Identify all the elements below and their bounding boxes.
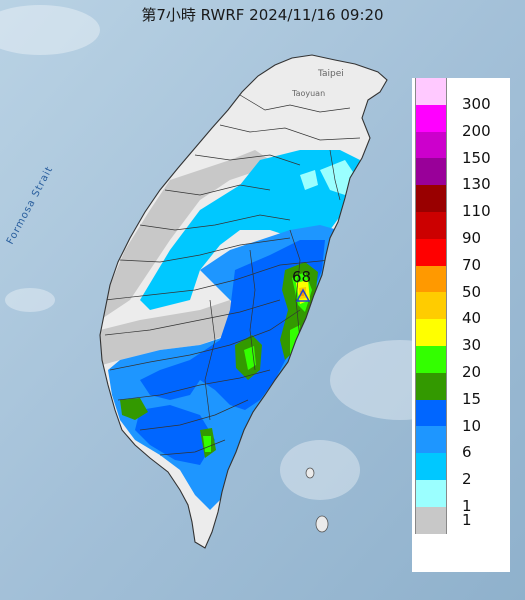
legend-row <box>412 506 510 534</box>
legend-label: 20 <box>462 363 482 381</box>
legend-row: 70 <box>412 238 510 274</box>
legend-row: 2 <box>412 453 510 488</box>
legend-row: 130 <box>412 158 510 193</box>
legend-swatch <box>415 78 447 105</box>
legend-label: 150 <box>462 148 491 167</box>
legend-label: 10 <box>462 416 482 435</box>
legend-label: 40 <box>462 309 482 328</box>
legend-swatch <box>415 426 447 454</box>
legend-row: 10 <box>412 399 510 435</box>
legend-swatch <box>415 346 447 373</box>
rainfall-field <box>100 150 360 510</box>
legend-row: 20 <box>412 346 510 381</box>
legend-row: 30 <box>412 319 510 354</box>
legend-swatch <box>415 319 447 346</box>
legend-swatch <box>415 399 447 427</box>
legend-swatch <box>415 212 447 239</box>
legend-swatch <box>415 185 447 212</box>
legend-row: 300 <box>412 78 510 113</box>
legend-swatch <box>415 131 447 159</box>
legend-label: 15 <box>462 389 482 408</box>
legend-label: 2 <box>462 470 472 489</box>
legend-label: 70 <box>462 255 482 274</box>
map-title: 第7小時 RWRF 2024/11/16 09:20 <box>141 6 384 24</box>
legend-label: 200 <box>462 121 491 140</box>
legend-swatch <box>415 292 447 320</box>
legend-swatch <box>415 265 447 293</box>
legend-swatch <box>415 158 447 186</box>
legend-label: 130 <box>462 175 491 194</box>
max-value-label: 68 <box>292 268 311 286</box>
legend-label: 30 <box>462 336 482 355</box>
legend-row: 40 <box>412 292 510 327</box>
boundary-lines <box>104 94 361 456</box>
legend-label: 90 <box>462 229 482 247</box>
legend-swatch <box>415 453 447 480</box>
legend-swatch <box>415 104 447 132</box>
legend-row: 15 <box>412 372 510 408</box>
legend-row: 90 <box>412 212 510 247</box>
legend-swatch <box>415 372 447 400</box>
legend-swatch <box>415 480 447 507</box>
legend-label: 110 <box>462 202 491 221</box>
small-island <box>315 515 329 533</box>
legend-bottom-label: 1 <box>462 510 472 529</box>
legend-row: 50 <box>412 265 510 301</box>
legend-row: 110 <box>412 185 510 220</box>
legend-row: 200 <box>412 104 510 140</box>
legend-row: 150 <box>412 131 510 167</box>
legend-row: 1 <box>412 480 510 515</box>
taoyuan-label: Taoyuan <box>291 89 325 98</box>
legend-swatch <box>415 506 447 534</box>
small-island <box>305 467 315 479</box>
legend-label: 50 <box>462 282 482 301</box>
legend-swatch <box>415 238 447 266</box>
triangle-icon <box>295 288 311 302</box>
legend-label: 1 <box>462 497 472 515</box>
legend-label: 300 <box>462 95 491 113</box>
taipei-label: Taipei <box>317 69 344 79</box>
legend-label: 6 <box>462 443 472 462</box>
rainfall-legend: 300 200 150 130 110 90 70 50 40 30 20 15 10 6 2 1 1 <box>412 78 510 572</box>
legend-row: 6 <box>412 426 510 461</box>
